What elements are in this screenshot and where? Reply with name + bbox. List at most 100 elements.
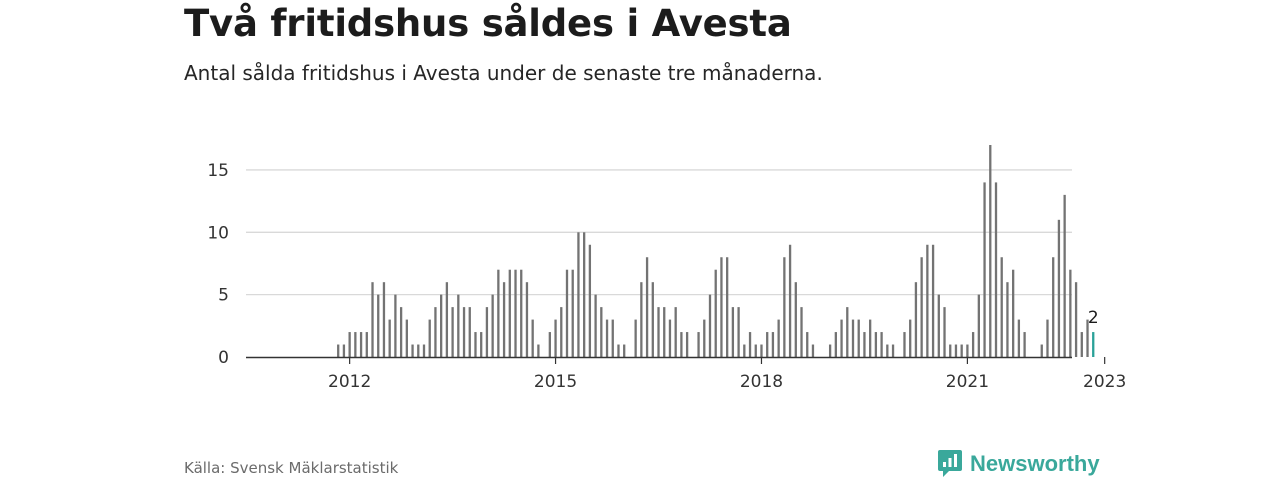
- bar: [771, 332, 775, 357]
- bar: [342, 344, 346, 357]
- bar: [394, 294, 397, 357]
- bar: [748, 332, 752, 357]
- bar: [697, 332, 700, 357]
- bar: [903, 332, 906, 357]
- bar: [806, 332, 809, 357]
- bar: [760, 344, 763, 357]
- bar: [880, 332, 883, 357]
- bar: [377, 294, 380, 357]
- bar: [1000, 257, 1003, 357]
- bar: [754, 344, 757, 357]
- bar: [954, 344, 958, 357]
- bar: [1012, 269, 1015, 357]
- bar: [605, 319, 609, 357]
- bar: [411, 344, 414, 357]
- bar: [1080, 332, 1083, 357]
- bar: [514, 269, 517, 357]
- bar: [560, 307, 563, 357]
- bar: [914, 282, 918, 357]
- bar: [977, 294, 980, 357]
- bar: [1017, 319, 1021, 357]
- bar: [714, 269, 717, 357]
- bar: [359, 332, 363, 357]
- bar: [440, 294, 443, 357]
- bar: [726, 257, 729, 357]
- bar-value-label: 2: [1088, 308, 1099, 328]
- bar: [720, 257, 723, 357]
- bar: [743, 344, 746, 357]
- bar: [474, 332, 477, 357]
- bar: [502, 282, 506, 357]
- bar: [520, 269, 523, 357]
- x-tick-label: 2012: [328, 372, 371, 392]
- bar: [577, 232, 580, 357]
- bar: [497, 269, 500, 357]
- bar: [966, 344, 969, 357]
- bar: [685, 332, 689, 357]
- bar: [920, 257, 923, 357]
- bar: [811, 344, 815, 357]
- bar: [846, 307, 849, 357]
- bar: [1074, 282, 1078, 357]
- bar: [1023, 332, 1026, 357]
- bar: [462, 307, 466, 357]
- x-tick-label: 2023: [1083, 372, 1126, 392]
- bar: [983, 182, 986, 357]
- bar: [457, 294, 460, 357]
- newsworthy-icon: [938, 450, 962, 477]
- y-tick-label: 10: [207, 223, 229, 243]
- bar: [365, 332, 368, 357]
- chart-subtitle: Antal sålda fritidshus i Avesta under de…: [184, 61, 823, 85]
- bar: [777, 319, 780, 357]
- bar: [634, 319, 637, 357]
- bar: [863, 332, 866, 357]
- bar: [617, 344, 620, 357]
- bar: [468, 307, 471, 357]
- bar: [485, 307, 489, 357]
- bar: [382, 282, 386, 357]
- bar: [417, 344, 420, 357]
- bar: [800, 307, 803, 357]
- bar: [869, 319, 872, 357]
- bar: [508, 269, 511, 357]
- bar-chart: 0 5 10 15 2 2012 2015 2018 2021 2023: [207, 145, 1126, 392]
- bar: [989, 145, 992, 357]
- highlighted-bar: [1092, 332, 1095, 357]
- bar: [348, 332, 351, 357]
- bar: [531, 319, 534, 357]
- bar: [788, 244, 792, 357]
- bar: [600, 307, 603, 357]
- bar: [931, 244, 935, 357]
- bar: [943, 307, 946, 357]
- bar: [537, 344, 540, 357]
- bar: [674, 307, 677, 357]
- bar: [794, 282, 797, 357]
- bar: [926, 244, 929, 357]
- y-tick-label: 5: [218, 286, 229, 306]
- bar: [1006, 282, 1009, 357]
- bar: [886, 344, 889, 357]
- bar: [834, 332, 837, 357]
- bar: [994, 182, 998, 357]
- bar: [960, 344, 963, 357]
- bar: [651, 282, 654, 357]
- bar: [588, 244, 592, 357]
- bar: [857, 319, 860, 357]
- bar: [783, 257, 786, 357]
- bar: [828, 344, 832, 357]
- x-tick-label: 2021: [946, 372, 989, 392]
- bar: [565, 269, 569, 357]
- brand-logo: Newsworthy: [937, 449, 1100, 479]
- bar: [766, 332, 769, 357]
- bar: [703, 319, 706, 357]
- bar: [491, 294, 494, 357]
- bar: [663, 307, 666, 357]
- bar: [949, 344, 952, 357]
- source-note: Källa: Svensk Mäklarstatistik: [184, 459, 399, 477]
- bar: [1086, 319, 1089, 357]
- bar: [445, 282, 449, 357]
- bar: [1040, 344, 1043, 357]
- bar: [623, 344, 626, 357]
- bar: [1057, 219, 1061, 357]
- bar: [909, 319, 912, 357]
